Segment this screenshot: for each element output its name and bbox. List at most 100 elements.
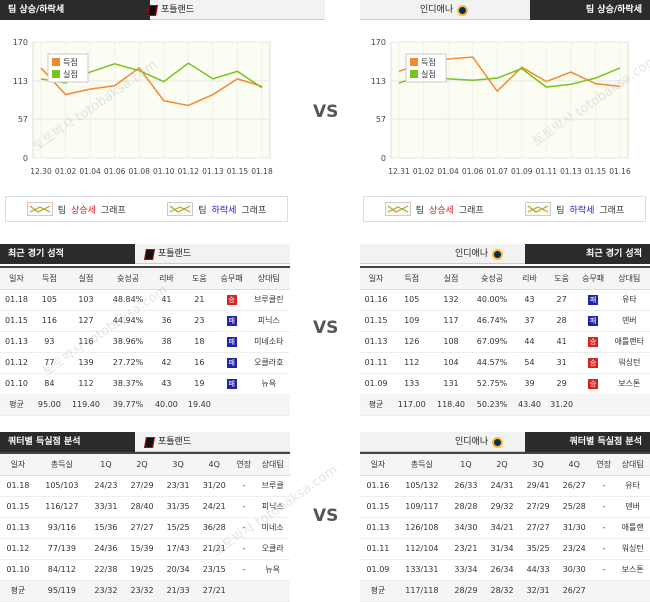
table-cell xyxy=(577,394,609,416)
average-row: 평균 95.00 119.40 39.77% 40.00 19.40 xyxy=(0,394,290,416)
table-cell: 27/27 xyxy=(123,517,161,539)
uptrend-word: 상승세 xyxy=(71,205,96,216)
table-cell: 38.37% xyxy=(106,373,150,395)
table-cell: 27/21 xyxy=(196,580,233,602)
downtrend-word: 하락세 xyxy=(211,205,237,216)
table-cell: 48.84% xyxy=(106,289,150,311)
column-header: 득점 xyxy=(392,268,432,290)
table-cell: 27.72% xyxy=(106,352,150,374)
table-cell: 승 xyxy=(577,352,609,374)
legend-label: 실점 xyxy=(63,69,78,79)
table-cell: - xyxy=(232,559,256,581)
left-recent-header: 최근 경기 성적 포틀랜드 xyxy=(0,244,290,264)
downtrend-legend: 팀 하락세 그래프 xyxy=(167,202,266,216)
table-cell: 유타 xyxy=(615,475,650,497)
y-tick-label: 170 xyxy=(13,38,28,47)
table-cell: 35/25 xyxy=(520,538,557,560)
table-cell: 84 xyxy=(32,373,66,395)
uptrend-prefix: 팀 xyxy=(57,205,67,216)
table-cell: 23/32 xyxy=(123,580,161,602)
left-team-name: 포틀랜드 xyxy=(161,5,195,15)
table-row: 01.13 93/116 15/36 27/27 15/25 36/28- 미네소 xyxy=(0,517,290,539)
table-row: 01.16 105 132 40.00% 43 27 패 유타 xyxy=(360,289,650,311)
column-header: 2Q xyxy=(483,454,521,476)
table-cell: 26/27 xyxy=(556,580,593,602)
table-cell: 133 xyxy=(392,373,432,395)
table-cell: 01.13 xyxy=(0,331,33,353)
table-cell: 32/31 xyxy=(520,580,557,602)
legend-label: 득점 xyxy=(421,57,436,67)
downtrend-suffix: 그래프 xyxy=(241,205,267,216)
uptrend-legend: 팀 상승세 그래프 xyxy=(384,202,484,216)
table-cell xyxy=(215,394,248,416)
table-cell: 19 xyxy=(182,373,216,395)
table-row: 01.12 77 139 27.72% 42 16 패 오클라호 xyxy=(0,352,290,374)
table-cell: 26/34 xyxy=(483,559,521,581)
table-cell: 01.18 xyxy=(0,289,33,311)
uptrend-word: 상승세 xyxy=(429,205,454,216)
column-header: 실점 xyxy=(65,268,107,290)
column-header: 상대팀 xyxy=(255,454,290,476)
result-badge: 패 xyxy=(226,378,237,389)
table-cell: 133/131 xyxy=(395,559,448,581)
table-cell: 112 xyxy=(65,373,107,395)
result-badge: 패 xyxy=(588,294,599,305)
table-cell: 38.96% xyxy=(106,331,150,353)
x-tick-label: 12.31 xyxy=(388,167,410,176)
table-cell: 15/25 xyxy=(160,517,197,539)
indiana-logo-icon xyxy=(492,436,504,448)
column-header: 승무패 xyxy=(577,268,609,290)
downtrend-prefix: 팀 xyxy=(556,205,565,216)
x-tick-label: 01.13 xyxy=(202,167,224,176)
right-chart-header: 인디애나 팀 상승/하락세 xyxy=(360,0,650,20)
table-cell: 77 xyxy=(32,352,66,374)
table-cell: 워싱턴 xyxy=(615,538,650,560)
table-cell: 피닉스 xyxy=(255,496,290,518)
right-quarter-header: 인디애나 쿼터별 득실점 분석 xyxy=(360,432,650,452)
table-cell: 패 xyxy=(215,352,248,374)
table-cell: 139 xyxy=(65,352,107,374)
table-cell: 승 xyxy=(577,373,609,395)
indiana-logo-icon xyxy=(492,248,504,260)
table-cell: 119.40 xyxy=(65,394,107,416)
table-row: 01.11 112 104 44.57% 54 31 승 워싱턴 xyxy=(360,352,650,374)
table-cell: 44.57% xyxy=(470,352,514,374)
table-cell: 승 xyxy=(215,289,248,311)
left-chart-title: 팀 상승/하락세 xyxy=(0,0,150,20)
legend-swatch xyxy=(52,58,60,66)
uptrend-legend: 팀 상승세 그래프 xyxy=(26,202,126,216)
table-cell: 01.10 xyxy=(0,373,33,395)
table-cell: 39.77% xyxy=(106,394,150,416)
table-cell: 덴버 xyxy=(615,496,650,518)
left-team-name-row: 포틀랜드 xyxy=(147,0,195,20)
table-cell: 27/27 xyxy=(520,517,557,539)
column-header: 4Q xyxy=(556,454,593,476)
right-quarter-table: 일자 총득실 1Q 2Q 3Q 4Q 연장 상대팀 01.16 105/132 26/33 24/31… xyxy=(360,452,650,602)
uptrend-suffix: 그래프 xyxy=(100,205,126,216)
column-header: 총득실 xyxy=(35,454,88,476)
column-header: 상대팀 xyxy=(615,454,650,476)
table-cell: 109 xyxy=(392,310,432,332)
right-team-name-row: 인디애나 xyxy=(420,0,469,20)
table-cell: 01.15 xyxy=(0,496,36,518)
table-cell: 27/29 xyxy=(520,496,557,518)
table-cell: 15/36 xyxy=(87,517,124,539)
table-cell: 31.20 xyxy=(545,394,578,416)
table-cell: 41 xyxy=(149,289,183,311)
table-cell: 28/32 xyxy=(483,580,521,602)
vs-label-middle: VS xyxy=(313,318,339,338)
series-line-scored xyxy=(40,66,263,107)
result-badge: 승 xyxy=(588,357,599,368)
table-cell: 27 xyxy=(545,289,578,311)
table-cell: 보스톤 xyxy=(615,559,650,581)
table-cell: 43.40 xyxy=(513,394,546,416)
table-cell: 뉴욕 xyxy=(247,373,290,395)
portland-logo-icon xyxy=(144,436,155,448)
column-header: 상대팀 xyxy=(608,268,650,290)
left-chart-header: 팀 상승/하락세 포틀랜드 xyxy=(0,0,325,20)
table-cell: 01.15 xyxy=(360,310,393,332)
x-tick-label: 01.02 xyxy=(55,167,77,176)
table-row: 01.15 109 117 46.74% 37 28 패 덴버 xyxy=(360,310,650,332)
table-cell: 41 xyxy=(545,331,578,353)
